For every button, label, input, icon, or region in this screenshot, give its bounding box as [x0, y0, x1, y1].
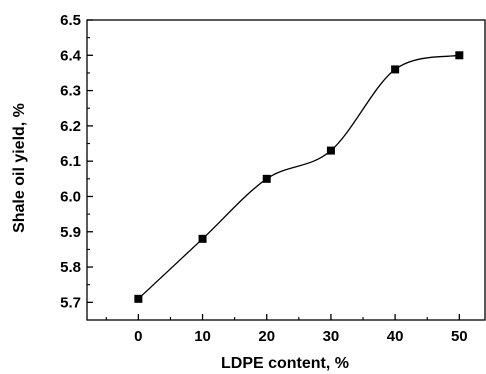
- x-tick-label: 50: [451, 328, 468, 345]
- y-tick-label: 6.3: [60, 83, 81, 100]
- plot-frame: [86, 19, 486, 321]
- data-point: [455, 51, 464, 60]
- y-ticks: 5.7 5.8 5.9 6.0 6.1 6.2 6.3 6.4 6.5: [60, 12, 93, 311]
- data-point: [391, 65, 400, 74]
- x-tick-label: 20: [258, 328, 275, 345]
- data-point: [262, 174, 271, 183]
- axes: [86, 19, 486, 321]
- y-tick-label: 6.1: [60, 153, 81, 170]
- fit-curve: [137, 54, 460, 300]
- x-tick-label: 10: [194, 328, 211, 345]
- x-tick-label: 0: [134, 328, 142, 345]
- y-tick-label: 6.2: [60, 118, 81, 135]
- data-points: [134, 51, 464, 303]
- y-tick-label: 5.8: [60, 259, 81, 276]
- y-tick-label: 6.4: [60, 47, 82, 64]
- data-point: [134, 294, 143, 303]
- y-tick-label: 6.5: [60, 12, 81, 29]
- y-tick-label: 6.0: [60, 188, 81, 205]
- x-axis-title: LDPE content, %: [221, 355, 349, 372]
- y-axis-title: Shale oil yield, %: [11, 103, 28, 233]
- data-point: [326, 146, 335, 155]
- y-tick-label: 5.9: [60, 224, 81, 241]
- y-tick-label: 5.7: [60, 294, 81, 311]
- data-point: [198, 234, 207, 243]
- x-tick-label: 40: [387, 328, 404, 345]
- x-tick-label: 30: [323, 328, 340, 345]
- x-ticks: 0 10 20 30 40 50: [105, 314, 468, 345]
